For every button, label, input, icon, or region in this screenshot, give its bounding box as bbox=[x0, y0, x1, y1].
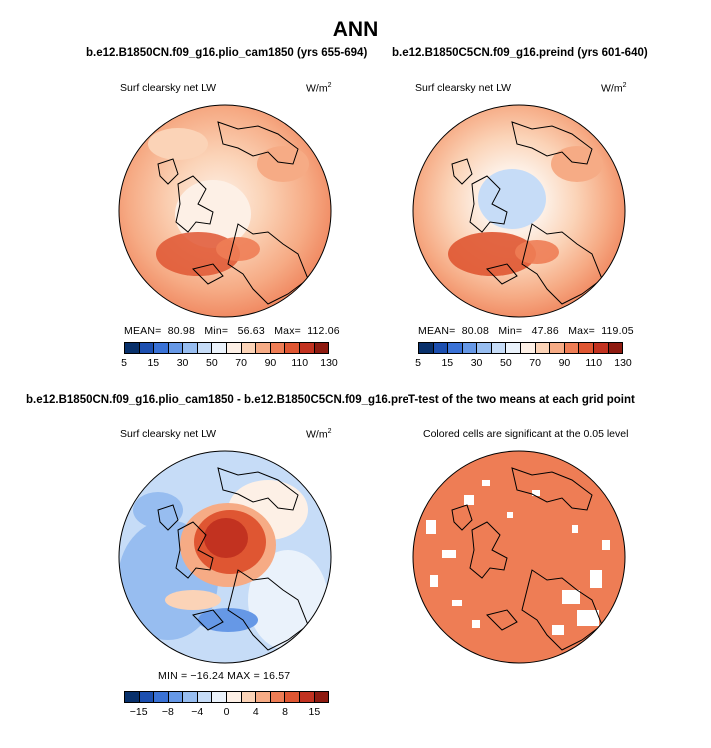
colorbar-tick-label: 15 bbox=[441, 357, 454, 369]
colorbar-cell bbox=[477, 343, 492, 353]
colorbar-tick-label: 8 bbox=[282, 706, 288, 718]
colorbar-tick-label: 50 bbox=[500, 357, 512, 369]
colorbar-cell bbox=[285, 692, 300, 702]
colorbar-cell bbox=[433, 343, 449, 353]
colorbar-cell bbox=[535, 343, 551, 353]
panel-3-stats: MIN = −16.24 MAX = 16.57 bbox=[158, 670, 291, 682]
colorbar-cell bbox=[506, 343, 522, 353]
panel-1-map bbox=[118, 104, 332, 318]
colorbar-cell bbox=[168, 692, 184, 702]
colorbar-cell bbox=[521, 343, 536, 353]
panel-2-map bbox=[412, 104, 626, 318]
colorbar-cell bbox=[139, 692, 155, 702]
panel-1-title: b.e12.B1850CN.f09_g16.plio_cam1850 (yrs … bbox=[86, 47, 368, 59]
panel-3-colorbar bbox=[124, 691, 329, 703]
colorbar-cell bbox=[227, 343, 242, 353]
colorbar-cell bbox=[197, 692, 213, 702]
panel-4-title: T-test of the two means at each grid poi… bbox=[408, 394, 635, 406]
panel-4-map bbox=[412, 450, 626, 664]
panel-3-variable: Surf clearsky net LW bbox=[120, 428, 217, 440]
colorbar-tick-label: −4 bbox=[191, 706, 204, 718]
colorbar-cell bbox=[491, 343, 507, 353]
colorbar-cell bbox=[608, 343, 623, 353]
colorbar-tick-label: 0 bbox=[223, 706, 230, 718]
colorbar-cell bbox=[593, 343, 609, 353]
colorbar-cell bbox=[299, 343, 315, 353]
colorbar-cell bbox=[125, 692, 140, 702]
colorbar-cell bbox=[550, 343, 565, 353]
colorbar-tick-label: 110 bbox=[291, 357, 309, 369]
colorbar-tick-label: 90 bbox=[558, 357, 571, 369]
colorbar-tick-label: 50 bbox=[206, 357, 218, 369]
colorbar-cell bbox=[241, 692, 257, 702]
colorbar-cell bbox=[314, 692, 329, 702]
colorbar-tick-label: 30 bbox=[470, 357, 483, 369]
colorbar-cell bbox=[212, 692, 228, 702]
colorbar-cell bbox=[256, 343, 271, 353]
colorbar-tick-label: −15 bbox=[129, 706, 148, 718]
panel-1-variable: Surf clearsky net LW bbox=[120, 82, 217, 94]
colorbar-tick-label: 130 bbox=[614, 357, 632, 369]
colorbar-cell bbox=[154, 343, 169, 353]
colorbar-tick-label: 5 bbox=[121, 357, 127, 369]
colorbar-tick-label: 30 bbox=[176, 357, 189, 369]
colorbar-tick-label: 130 bbox=[320, 357, 338, 369]
colorbar-cell bbox=[183, 692, 198, 702]
panel-1-units: W/m2 bbox=[306, 82, 332, 95]
colorbar-cell bbox=[125, 343, 140, 353]
panel-1-stats: MEAN= 80.98 Min= 56.63 Max= 112.06 bbox=[124, 325, 340, 337]
panel-1-colorbar bbox=[124, 342, 329, 354]
panel-2-units: W/m2 bbox=[601, 82, 627, 95]
colorbar-cell bbox=[168, 343, 184, 353]
colorbar-tick-label: 15 bbox=[308, 706, 321, 718]
colorbar-cell bbox=[285, 343, 300, 353]
colorbar-cell bbox=[183, 343, 198, 353]
colorbar-cell bbox=[462, 343, 478, 353]
colorbar-cell bbox=[314, 343, 329, 353]
colorbar-cell bbox=[579, 343, 594, 353]
colorbar-tick-label: 110 bbox=[585, 357, 603, 369]
colorbar-cell bbox=[212, 343, 228, 353]
colorbar-cell bbox=[227, 692, 242, 702]
colorbar-cell bbox=[154, 692, 169, 702]
panel-2-colorbar bbox=[418, 342, 623, 354]
colorbar-cell bbox=[564, 343, 580, 353]
colorbar-cell bbox=[419, 343, 434, 353]
colorbar-cell bbox=[256, 692, 271, 702]
colorbar-cell bbox=[299, 692, 315, 702]
panel-3-units: W/m2 bbox=[306, 428, 332, 441]
colorbar-tick-label: 15 bbox=[147, 357, 160, 369]
colorbar-tick-label: 5 bbox=[415, 357, 421, 369]
colorbar-cell bbox=[241, 343, 257, 353]
figure-title: ANN bbox=[332, 18, 379, 41]
colorbar-tick-label: 4 bbox=[252, 706, 259, 718]
colorbar-tick-label: 90 bbox=[264, 357, 277, 369]
panel-4-variable: Colored cells are significant at the 0.0… bbox=[423, 428, 629, 440]
colorbar-cell bbox=[139, 343, 155, 353]
colorbar-cell bbox=[197, 343, 213, 353]
panel-3-map bbox=[118, 450, 332, 664]
colorbar-cell bbox=[448, 343, 463, 353]
colorbar-tick-label: −8 bbox=[161, 706, 174, 718]
colorbar-cell bbox=[270, 343, 286, 353]
panel-2-stats: MEAN= 80.08 Min= 47.86 Max= 119.05 bbox=[418, 325, 634, 337]
colorbar-tick-label: 70 bbox=[235, 357, 247, 369]
colorbar-cell bbox=[270, 692, 286, 702]
panel-2-title: b.e12.B1850C5CN.f09_g16.preind (yrs 601-… bbox=[392, 47, 648, 59]
colorbar-tick-label: 70 bbox=[529, 357, 541, 369]
panel-3-title: b.e12.B1850CN.f09_g16.plio_cam1850 - b.e… bbox=[26, 394, 427, 406]
panel-2-variable: Surf clearsky net LW bbox=[415, 82, 512, 94]
